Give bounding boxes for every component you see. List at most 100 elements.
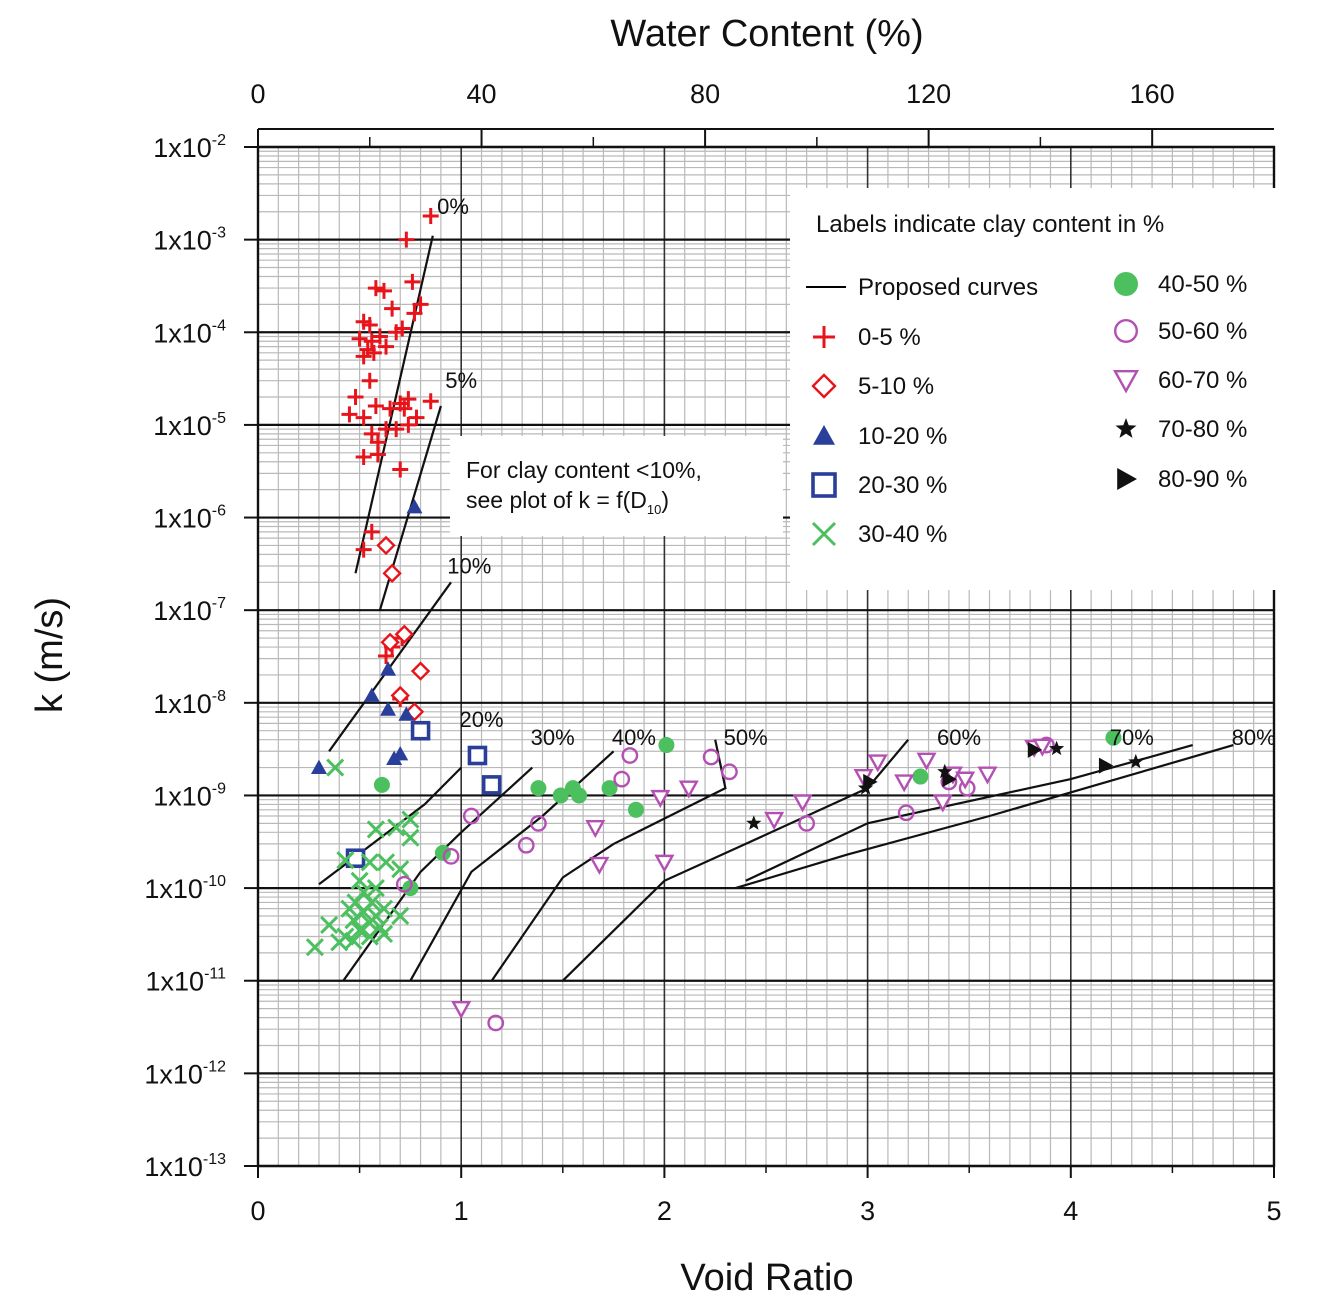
data-point-triangle-down: [792, 794, 813, 813]
top-axis-title: Water Content (%): [610, 13, 923, 55]
data-point-cross: [360, 927, 379, 946]
legend-marker: [811, 521, 837, 547]
curve-label: 50%: [724, 725, 768, 750]
data-point-circle-filled: [373, 776, 390, 793]
data-point-cross: [350, 871, 369, 890]
data-point-triangle-up: [363, 687, 380, 702]
data-point-circle-filled: [1105, 729, 1122, 746]
axis-titles: Water Content (%) Void Ratio k (m/s): [29, 13, 924, 1299]
data-point-cross: [344, 931, 363, 950]
data-point-plus: [355, 541, 372, 558]
x2-tick-label: 0: [250, 79, 265, 109]
legend-marker: [811, 373, 837, 399]
data-point-plus: [404, 273, 421, 290]
y-tick-label: 1x10-3: [153, 225, 226, 256]
data-point-cross: [387, 818, 406, 837]
legend-title: Labels indicate clay content in %: [816, 211, 1164, 238]
data-point-triangle-down: [678, 780, 699, 799]
data-point-triangle-down: [451, 1001, 472, 1020]
data-point-star: [1049, 740, 1065, 756]
data-point-plus: [378, 648, 395, 665]
y-tick-label: 1x10-2: [153, 132, 226, 163]
data-point-triangle-down: [894, 774, 915, 793]
data-point-plus: [341, 406, 358, 423]
data-point-plus: [347, 389, 364, 406]
note-line-2-text: see plot of k = f(D: [466, 487, 647, 513]
legend-marker: [1114, 272, 1138, 296]
data-point-circle-open: [442, 847, 460, 865]
legend-marker: [1115, 418, 1137, 438]
data-point-square: [467, 745, 488, 766]
data-point-plus: [369, 446, 386, 463]
data-point-diamond: [410, 661, 431, 681]
legend-label: 50-60 %: [1158, 318, 1247, 345]
data-point-circle-filled: [627, 801, 644, 818]
data-point-cross: [360, 853, 379, 872]
curve-label: 30%: [531, 725, 575, 750]
data-point-cross: [344, 911, 363, 930]
legend-marker: [1113, 319, 1138, 344]
axis-ticks: 0 1 2 3 4 5 0 40 80 120 160 1x10-2 1x10-3 1x10-4 1x10-…: [144, 79, 1281, 1226]
data-point-star: [937, 763, 953, 779]
x2-tick-label: 120: [906, 79, 951, 109]
data-point-triangle-down: [867, 754, 888, 773]
data-point-plus: [367, 280, 384, 297]
curve-label: 60%: [937, 725, 981, 750]
data-point-triangle-right: [1098, 757, 1114, 774]
data-point-circle-filled: [530, 780, 547, 797]
data-point-circle-open: [530, 814, 547, 832]
curve-label: 10%: [447, 553, 491, 578]
y-tick-label: 1x10-8: [153, 688, 226, 719]
data-point-cross: [326, 758, 345, 777]
data-point-triangle-up: [380, 661, 397, 676]
data-point-plus: [351, 330, 368, 347]
data-point-plus: [388, 421, 405, 438]
data-point-cross: [366, 820, 385, 839]
data-point-plus: [392, 461, 409, 478]
data-point-triangle-down: [916, 752, 937, 771]
curve-labels: 0% 5% 10% 20% 30% 40% 50% 60% 70% 80%: [437, 194, 1276, 750]
data-point-plus: [382, 400, 399, 417]
data-point-plus: [396, 400, 413, 417]
data-point-plus: [375, 282, 392, 299]
data-point-plus: [363, 333, 380, 350]
data-point-plus: [422, 393, 439, 410]
legend-marker: [811, 472, 837, 498]
legend-label: 10-20 %: [858, 423, 947, 450]
legend-label: 70-80 %: [1158, 416, 1247, 443]
x-tick-label: 1: [454, 1196, 469, 1226]
x2-tick-label: 80: [690, 79, 720, 109]
legend-items: 0-5 % 5-10 % 10-20 % 20-30 % 30-40 % 40-50 % 5…: [811, 271, 1247, 548]
data-point-cross: [391, 860, 410, 879]
data-point-circle-open: [613, 770, 631, 788]
y-tick-label: 1x10-9: [153, 780, 226, 811]
legend-label: 60-70 %: [1158, 367, 1247, 394]
data-point-plus: [400, 416, 417, 433]
legend-label: 0-5 %: [858, 324, 921, 351]
data-point-triangle-down: [589, 856, 610, 875]
data-point-circle-open: [798, 814, 816, 832]
data-point-triangle-up: [398, 706, 415, 721]
y-tick-label: 1x10-4: [153, 317, 226, 348]
note-line-2-close: ): [661, 487, 669, 513]
data-point-cross: [336, 851, 355, 870]
y-tick-label: 1x10-10: [144, 873, 226, 904]
data-point-triangle-right: [942, 771, 957, 788]
x-tick-label: 4: [1063, 1196, 1078, 1226]
data-point-triangle-up: [380, 701, 397, 716]
legend-marker: [813, 326, 835, 348]
data-point-circle-filled: [552, 787, 569, 804]
data-point-plus: [408, 409, 425, 426]
data-point-plus: [363, 523, 380, 540]
y-tick-label: 1x10-11: [146, 966, 227, 997]
data-point-circle-open: [487, 1014, 505, 1032]
legend-label: 80-90 %: [1158, 466, 1247, 493]
curve-label: 70%: [1110, 725, 1154, 750]
data-point-cross: [401, 810, 420, 829]
data-point-cross: [320, 915, 339, 935]
data-point-circle-filled: [912, 768, 929, 785]
data-point-plus: [406, 305, 423, 322]
x2-tick-label: 160: [1130, 79, 1175, 109]
y-axis-title: k (m/s): [29, 597, 71, 713]
data-point-cross: [391, 906, 410, 926]
